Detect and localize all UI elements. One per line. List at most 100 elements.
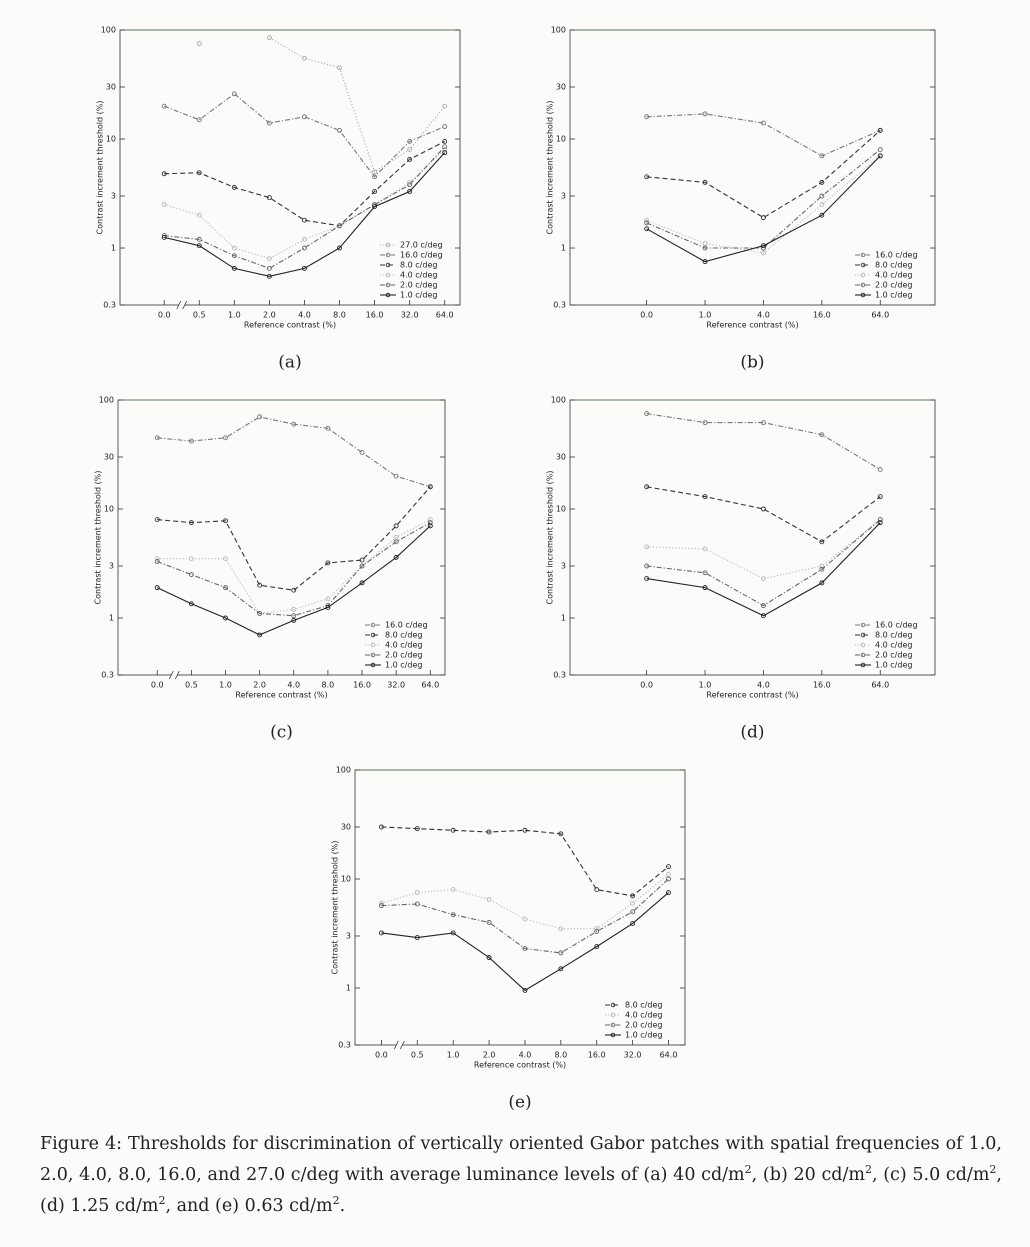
y-tick-label: 1 (561, 614, 566, 623)
x-tick-label: 2.0 (253, 681, 266, 690)
legend-marker (860, 662, 866, 668)
panel-label: (e) (508, 1093, 531, 1113)
y-tick-label: 30 (106, 82, 116, 91)
y-tick-label: 100 (101, 26, 116, 35)
data-point (594, 926, 600, 932)
x-tick-label: 1.0 (219, 681, 232, 690)
legend-marker (860, 252, 866, 258)
data-point (414, 826, 420, 832)
y-axis-label: Contrast increment threshold (%) (546, 101, 555, 235)
x-tick-label: 0.5 (185, 681, 198, 690)
data-point (442, 124, 448, 130)
legend-label: 16.0 c/deg (875, 251, 918, 260)
legend-label: 1.0 c/deg (875, 661, 912, 670)
legend-label: 4.0 c/deg (875, 641, 912, 650)
x-tick-label: 0.5 (411, 1051, 424, 1060)
legend-label: 8.0 c/deg (385, 631, 422, 640)
series-line (646, 155, 881, 263)
legend-label: 8.0 c/deg (875, 261, 912, 270)
legend-label: 1.0 c/deg (625, 1031, 662, 1040)
data-point (393, 539, 399, 545)
caption-text: , (d) 1.25 cd/m (40, 1164, 1002, 1216)
data-point (337, 65, 342, 71)
series-line (157, 416, 431, 488)
data-point (378, 903, 384, 909)
data-point (302, 217, 307, 223)
data-point (196, 212, 202, 218)
series-line (164, 93, 445, 178)
caption-text: , (c) 5.0 cd/m (871, 1164, 990, 1185)
data-point (407, 138, 413, 144)
data-point (522, 946, 528, 952)
data-point (594, 944, 600, 950)
data-point (393, 523, 399, 529)
legend-marker (385, 282, 391, 288)
data-point (877, 127, 883, 133)
legend-marker (860, 632, 866, 638)
legend-label: 1.0 c/deg (400, 291, 437, 300)
data-point (644, 544, 650, 550)
data-point (761, 250, 766, 256)
x-tick-label: 4.0 (757, 681, 770, 690)
legend-marker (860, 272, 866, 278)
x-tick-label: 64.0 (660, 1051, 678, 1060)
x-tick-label: 32.0 (387, 681, 405, 690)
x-tick-label: 8.0 (333, 311, 346, 320)
x-tick-label: 64.0 (871, 311, 889, 320)
data-point (486, 896, 492, 902)
x-tick-label: 0.0 (158, 311, 171, 320)
data-point (266, 273, 272, 279)
data-point (630, 893, 636, 899)
data-point (302, 114, 307, 120)
axis-break (393, 1040, 405, 1050)
data-point (819, 193, 825, 199)
data-point (819, 566, 825, 572)
data-point (188, 438, 194, 444)
data-point (427, 517, 433, 523)
y-tick-label: 0.3 (103, 301, 116, 310)
data-point (302, 236, 307, 242)
legend-marker (860, 292, 866, 298)
data-point (427, 523, 433, 529)
data-point (161, 171, 167, 177)
data-point (522, 827, 528, 833)
data-point (154, 517, 160, 523)
x-tick-label: 16.0 (353, 681, 371, 690)
data-point (196, 41, 202, 47)
data-point (761, 603, 766, 609)
x-tick-label: 4.0 (519, 1051, 532, 1060)
legend-label: 8.0 c/deg (400, 261, 437, 270)
legend-label: 4.0 c/deg (625, 1011, 662, 1020)
y-tick-label: 30 (104, 452, 114, 461)
data-point (644, 411, 650, 417)
x-tick-label: 0.5 (193, 311, 206, 320)
x-tick-label: 8.0 (322, 681, 335, 690)
data-point (337, 245, 342, 251)
data-point (378, 930, 384, 936)
x-tick-label: 16.0 (813, 681, 831, 690)
y-tick-label: 10 (106, 135, 116, 144)
data-point (188, 520, 194, 526)
data-point (819, 153, 825, 159)
y-axis-label: Contrast increment threshold (%) (331, 841, 340, 975)
y-tick-label: 100 (551, 26, 566, 35)
series-line (646, 486, 881, 543)
legend-marker (385, 262, 391, 268)
legend-marker (860, 622, 866, 628)
data-point (266, 265, 272, 271)
data-point (154, 556, 160, 562)
legend-label: 8.0 c/deg (625, 1001, 662, 1010)
data-point (666, 864, 671, 870)
legend-marker (860, 652, 866, 658)
legend-label: 2.0 c/deg (400, 281, 437, 290)
legend-label: 16.0 c/deg (875, 621, 918, 630)
legend-marker (610, 1012, 616, 1018)
legend-label: 2.0 c/deg (875, 281, 912, 290)
legend-marker (385, 272, 391, 278)
data-point (154, 559, 160, 564)
series-line (646, 129, 881, 219)
x-tick-label: 32.0 (624, 1051, 642, 1060)
data-point (450, 930, 456, 936)
data-point (223, 435, 228, 441)
legend-label: 8.0 c/deg (875, 631, 912, 640)
